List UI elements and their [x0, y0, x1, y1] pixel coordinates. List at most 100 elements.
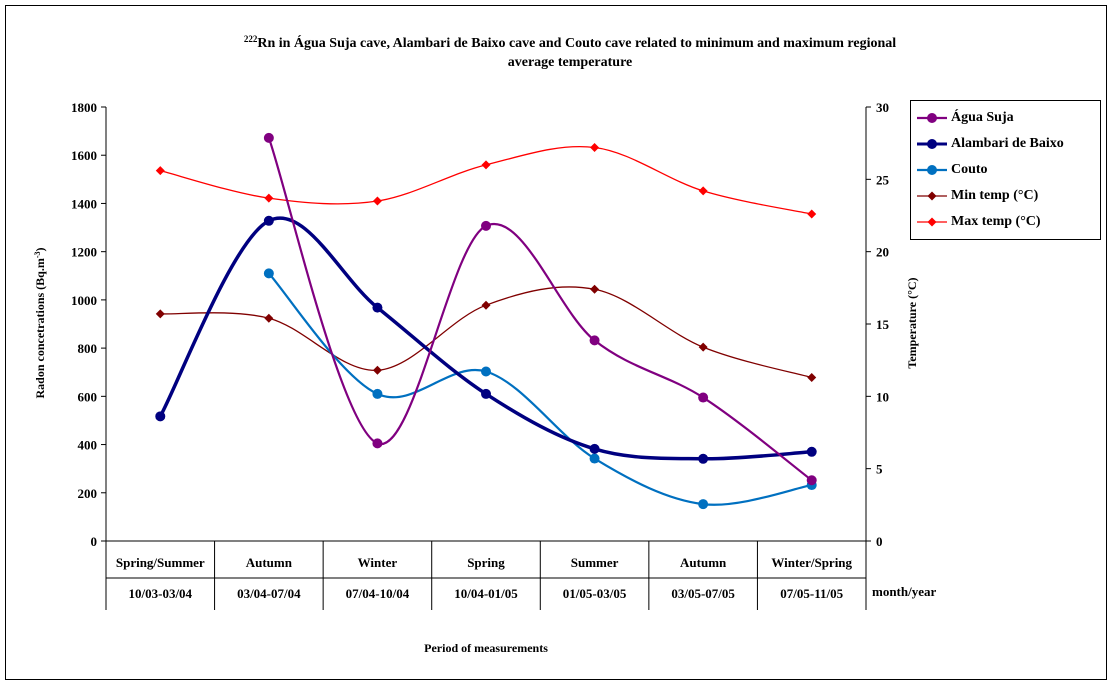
legend-swatch-marker [927, 191, 937, 201]
y-left-tick-label: 1200 [71, 245, 97, 260]
series-line [160, 146, 812, 215]
data-point [807, 209, 817, 219]
legend-item: Max temp (°C) [911, 211, 1100, 233]
x-category-season-label: Winter/Spring [771, 555, 852, 570]
series-line [158, 216, 812, 461]
data-point [155, 166, 165, 176]
x-category-period-label: 03/04-07/04 [237, 586, 301, 601]
data-point [372, 438, 383, 449]
series-line [160, 286, 812, 379]
series-0 [263, 132, 817, 486]
series-3 [155, 284, 817, 383]
x-category-period-label: 10/04-01/05 [454, 586, 518, 601]
data-point [698, 392, 709, 403]
chart-title-main: Rn in Água Suja cave, Alambari de Baixo … [257, 34, 896, 51]
series-2 [263, 268, 817, 510]
legend-label: Min temp (°C) [951, 188, 1039, 203]
series-line [268, 272, 812, 506]
y-axis-right-label: Temperature (°C) [905, 277, 919, 368]
legend-item: Min temp (°C) [911, 185, 1100, 207]
y-left-tick-label: 400 [78, 438, 98, 453]
data-point [698, 499, 709, 510]
data-point [698, 342, 708, 352]
data-point [372, 365, 382, 375]
data-point [263, 215, 274, 226]
legend-label: Max temp (°C) [951, 214, 1041, 229]
legend-swatch [917, 139, 947, 149]
x-category-season-label: Autumn [680, 555, 727, 570]
y-right-tick-label: 15 [876, 317, 890, 332]
x-category-season-label: Autumn [246, 555, 293, 570]
data-point [590, 284, 600, 294]
legend-label: Alambari de Baixo [951, 136, 1064, 151]
series-1 [155, 215, 817, 464]
x-category-season-label: Summer [571, 555, 619, 570]
legend-item: Couto [911, 159, 1100, 181]
legend-label: Couto [951, 162, 988, 177]
chart-title-line2: average temperature [508, 55, 633, 70]
legend-swatch [917, 217, 947, 227]
data-point [481, 220, 491, 231]
x-axis-label: Period of measurements [424, 641, 548, 655]
legend-swatch-marker [927, 165, 937, 175]
data-point [806, 446, 817, 457]
y-axis-left-label-sup: -3 [33, 251, 42, 258]
legend-swatch [917, 191, 947, 201]
y-axis-left-label-main: Radon concetrations (Bq.m [33, 258, 47, 398]
x-axis-unit-label: month/year [872, 584, 937, 599]
legend-swatch-marker [927, 113, 937, 123]
y-left-tick-label: 0 [91, 534, 98, 549]
legend-item: Alambari de Baixo [911, 133, 1100, 155]
data-point [698, 186, 708, 196]
legend-swatch-marker [927, 139, 937, 149]
data-point [155, 309, 165, 319]
y-left-tick-label: 200 [78, 486, 98, 501]
data-point [263, 268, 274, 279]
x-category-period-label: 07/05-11/05 [780, 586, 843, 601]
y-left-tick-label: 1400 [71, 196, 97, 211]
axes-group: 0 200 400 600 800 1000 1200 1400 1600 1800 0 5 10 15 2… [71, 100, 890, 610]
x-category-period-label: 01/05-03/05 [563, 586, 627, 601]
x-category-period-label: 10/03-03/04 [129, 586, 193, 601]
y-right-tick-label: 0 [876, 534, 883, 549]
legend: Água Suja Alambari de Baixo Couto Min temp … [910, 100, 1101, 240]
data-point [481, 160, 491, 170]
legend-swatch [917, 113, 947, 123]
legend-label: Água Suja [951, 110, 1014, 125]
data-point [806, 475, 817, 486]
y-left-tick-label: 600 [78, 389, 98, 404]
data-point [263, 132, 274, 143]
chart-title-line1: 222Rn in Água Suja cave, Alambari de Bai… [244, 34, 896, 51]
data-point [155, 411, 166, 422]
series-4 [155, 143, 817, 219]
y-left-tick-label: 1600 [71, 148, 97, 163]
data-point [481, 300, 491, 310]
data-point [807, 373, 817, 383]
y-right-tick-label: 10 [876, 389, 889, 404]
y-axis-left-label: Radon concetrations (Bq.m-3) [33, 247, 47, 398]
y-right-tick-label: 25 [876, 172, 890, 187]
data-point [372, 388, 383, 399]
x-category-season-label: Winter [358, 555, 398, 570]
data-point [481, 366, 491, 377]
x-category-period-label: 03/05-07/05 [671, 586, 735, 601]
data-point [698, 453, 709, 464]
data-point [589, 453, 600, 464]
y-left-tick-label: 1800 [71, 100, 97, 115]
data-point [589, 443, 600, 454]
legend-swatch-marker [927, 217, 937, 227]
series-group [155, 132, 817, 510]
legend-swatch [917, 165, 947, 175]
data-point [590, 143, 600, 153]
y-right-tick-label: 30 [876, 100, 889, 115]
y-right-tick-label: 20 [876, 245, 889, 260]
y-left-tick-label: 800 [78, 341, 98, 356]
data-point [372, 196, 382, 206]
chart-title-superscript: 222 [244, 34, 258, 44]
series-line [267, 137, 813, 482]
data-point [481, 388, 491, 399]
data-point [264, 193, 274, 203]
y-left-tick-label: 1000 [71, 293, 97, 308]
y-right-tick-label: 5 [876, 462, 883, 477]
